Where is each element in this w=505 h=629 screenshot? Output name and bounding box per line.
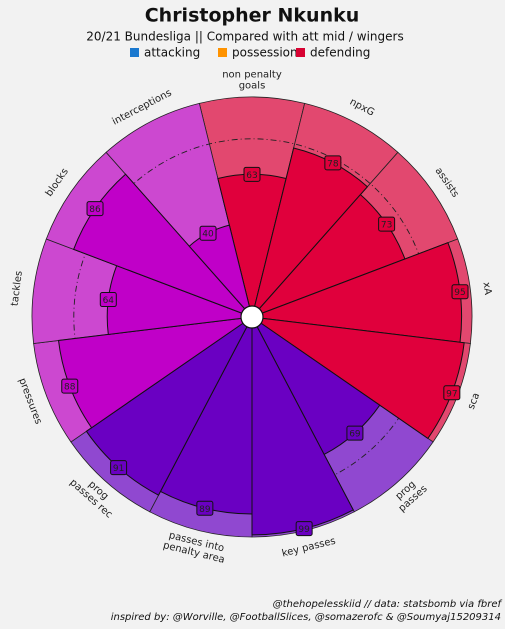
- value-label: 88: [64, 383, 76, 393]
- slices: 63 78 73 95 97 69 99 89 91 88 64 86 40 non penalty goa…: [10, 70, 493, 566]
- category-label: tackles: [10, 270, 25, 307]
- value-label-box: [295, 521, 313, 537]
- value-label-box: [110, 460, 128, 476]
- chart-title: Christopher Nkunku: [145, 5, 360, 27]
- category-label: assists: [433, 166, 461, 200]
- category-label: key passes: [281, 536, 337, 560]
- value-label-box: [61, 378, 79, 394]
- legend-label: possession: [232, 46, 298, 60]
- category-label: npxG: [348, 97, 376, 119]
- category-label: sca: [466, 391, 482, 411]
- value-label: 89: [199, 505, 211, 515]
- category-label: pressures: [16, 377, 43, 426]
- value-label: 78: [327, 159, 339, 169]
- value-label-box: [196, 500, 214, 516]
- legend-swatch: [296, 48, 305, 57]
- value-label: 86: [89, 205, 101, 215]
- value-label: 97: [446, 389, 457, 399]
- value-label-box: [346, 425, 364, 441]
- value-label: 99: [298, 525, 310, 535]
- value-label-box: [443, 385, 461, 401]
- value-label: 40: [202, 230, 214, 240]
- value-label-box: [324, 155, 342, 171]
- legend-label: attacking: [144, 46, 200, 60]
- value-label-box: [451, 284, 469, 300]
- legend-label: defending: [310, 46, 370, 60]
- category-label: non penalty goals: [222, 70, 282, 92]
- value-label-box: [243, 166, 261, 182]
- value-label: 95: [454, 288, 465, 298]
- chart-subtitle: 20/21 Bundesliga || Compared with att mi…: [86, 30, 403, 44]
- center-circle: [240, 305, 264, 329]
- legend-swatch: [218, 48, 227, 57]
- credit: inspired by: @Worville, @FootballSlices,…: [111, 612, 501, 623]
- category-label: xA: [481, 281, 493, 295]
- value-label-box: [378, 216, 396, 232]
- value-label: 91: [113, 464, 124, 474]
- value-label: 63: [246, 171, 257, 181]
- value-label: 69: [349, 430, 361, 440]
- value-label-box: [99, 292, 117, 308]
- value-label: 64: [103, 296, 115, 306]
- value-label-box: [86, 201, 104, 217]
- category-label: blocks: [44, 166, 71, 198]
- value-label-box: [199, 225, 217, 241]
- credit: @thehopelesskiid // data: statsbomb via …: [273, 599, 503, 610]
- value-label: 73: [381, 221, 392, 231]
- legend-swatch: [130, 48, 139, 57]
